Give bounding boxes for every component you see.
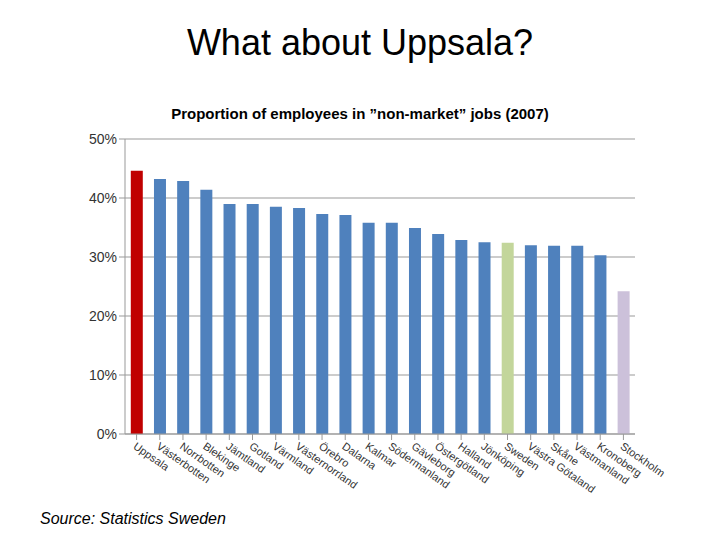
svg-text:Västra Götaland: Västra Götaland [525,439,598,496]
svg-text:10%: 10% [89,367,117,383]
svg-text:Uppsala: Uppsala [131,439,172,473]
svg-text:Kronoberg: Kronoberg [595,439,644,480]
svg-text:Gotland: Gotland [247,439,286,472]
svg-text:40%: 40% [89,190,117,206]
svg-text:Jönköping: Jönköping [479,439,528,479]
svg-text:Östergötland: Östergötland [432,439,492,486]
svg-text:Västerbotten: Västerbotten [154,439,213,486]
svg-text:Blekinge: Blekinge [201,439,243,474]
html-text:What about Uppsala?: What about Uppsala? [186,22,534,63]
svg-text:Örebro: Örebro [316,439,352,470]
svg-text:Gävleborg: Gävleborg [409,439,459,479]
svg-text:Västernorrland: Västernorrland [293,439,360,491]
svg-text:Södermanland: Södermanland [386,439,452,491]
svg-text:20%: 20% [89,308,117,324]
svg-text:Kalmar: Kalmar [363,439,399,470]
svg-text:Stockholm: Stockholm [618,440,667,479]
svg-text:Halland: Halland [456,439,494,471]
html-text:Source: Statistics Sweden: Source: Statistics Sweden [40,510,226,527]
svg-text:Västmanland: Västmanland [571,439,632,487]
html-text:Proportion of employees in ”no: Proportion of employees in ”non-market” … [171,105,549,122]
svg-text:Skåne: Skåne [548,439,582,468]
svg-text:Norrbotten: Norrbotten [177,439,228,480]
svg-text:Sweden: Sweden [502,439,542,473]
svg-text:50%: 50% [89,131,117,147]
svg-text:Jämtland: Jämtland [224,439,268,476]
svg-text:30%: 30% [89,249,117,265]
svg-text:0%: 0% [97,426,117,442]
svg-text:Dalarna: Dalarna [340,439,379,472]
svg-text:Värmland: Värmland [270,439,316,477]
